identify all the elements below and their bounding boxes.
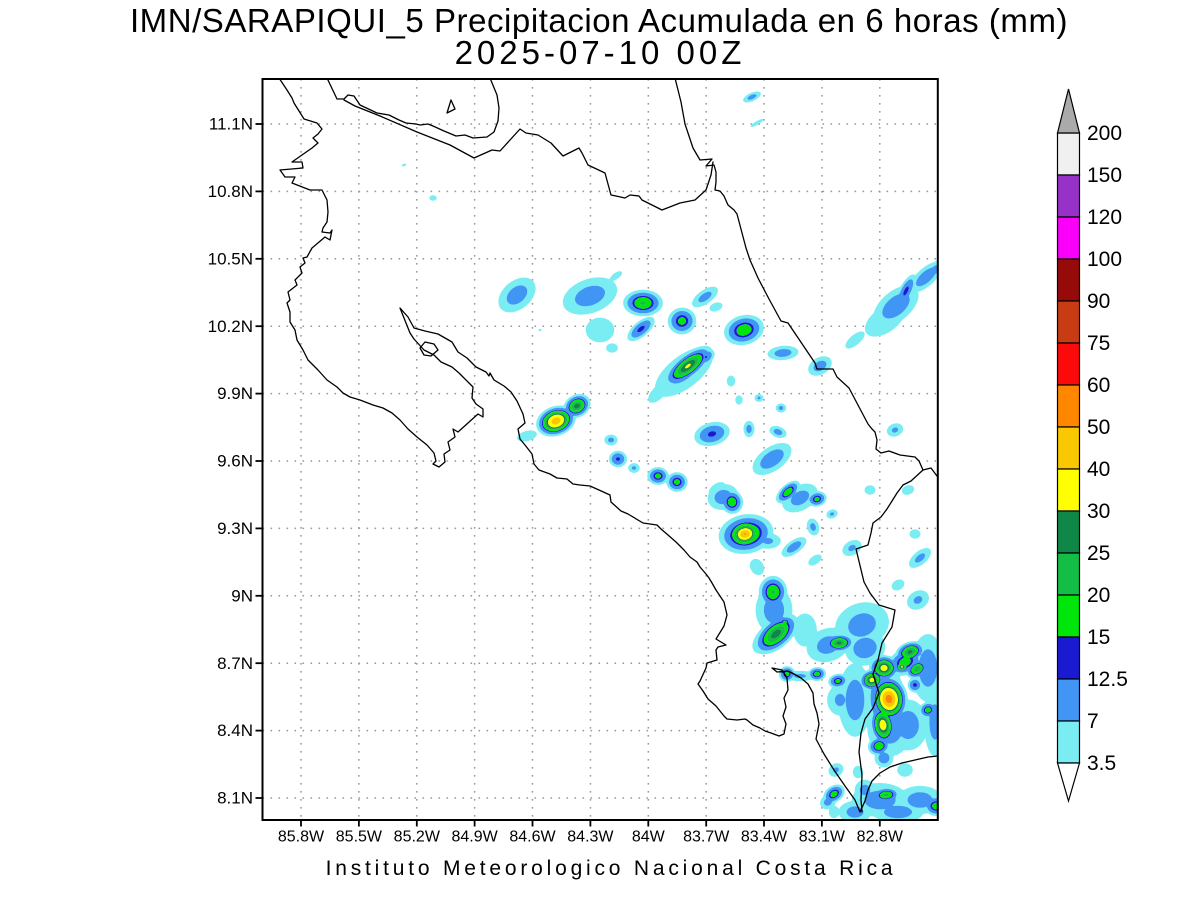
svg-text:84.3W: 84.3W bbox=[567, 829, 614, 846]
svg-text:83.4W: 83.4W bbox=[741, 829, 788, 846]
svg-text:83.1W: 83.1W bbox=[799, 829, 846, 846]
svg-text:8.1N: 8.1N bbox=[217, 789, 253, 808]
svg-text:90: 90 bbox=[1087, 290, 1110, 313]
svg-text:9.6N: 9.6N bbox=[217, 452, 253, 471]
svg-text:10.5N: 10.5N bbox=[208, 249, 253, 268]
svg-text:8.7N: 8.7N bbox=[217, 654, 253, 673]
svg-text:82.8W: 82.8W bbox=[857, 829, 904, 846]
svg-text:84.9W: 84.9W bbox=[451, 829, 498, 846]
svg-text:83.7W: 83.7W bbox=[683, 829, 730, 846]
svg-text:150: 150 bbox=[1087, 164, 1122, 187]
svg-text:IMN/SARAPIQUI_5 Precipitacion: IMN/SARAPIQUI_5 Precipitacion Acumulada … bbox=[130, 2, 1068, 39]
svg-text:10.8N: 10.8N bbox=[208, 182, 253, 201]
svg-text:9.3N: 9.3N bbox=[217, 519, 253, 538]
svg-text:25: 25 bbox=[1087, 542, 1110, 565]
svg-text:85.8W: 85.8W bbox=[278, 829, 325, 846]
svg-text:Instituto Meteorologico Nacion: Instituto Meteorologico Nacional Costa R… bbox=[326, 857, 897, 880]
svg-text:9.9N: 9.9N bbox=[217, 384, 253, 403]
svg-text:10.2N: 10.2N bbox=[208, 317, 253, 336]
svg-text:8.4N: 8.4N bbox=[217, 721, 253, 740]
svg-text:2025-07-10 00Z: 2025-07-10 00Z bbox=[455, 34, 746, 71]
svg-text:84W: 84W bbox=[632, 829, 666, 846]
svg-text:11.1N: 11.1N bbox=[209, 115, 253, 134]
svg-text:12.5: 12.5 bbox=[1087, 668, 1128, 691]
svg-text:60: 60 bbox=[1087, 374, 1110, 397]
svg-text:85.2W: 85.2W bbox=[394, 829, 441, 846]
svg-text:15: 15 bbox=[1087, 626, 1110, 649]
svg-text:50: 50 bbox=[1087, 416, 1110, 439]
svg-text:9N: 9N bbox=[231, 586, 253, 605]
svg-text:100: 100 bbox=[1087, 248, 1122, 271]
svg-text:85.5W: 85.5W bbox=[336, 829, 383, 846]
svg-text:20: 20 bbox=[1087, 584, 1110, 607]
svg-text:40: 40 bbox=[1087, 458, 1110, 481]
svg-text:84.6W: 84.6W bbox=[509, 829, 556, 846]
svg-text:7: 7 bbox=[1087, 710, 1099, 733]
svg-text:30: 30 bbox=[1087, 500, 1110, 523]
svg-text:120: 120 bbox=[1087, 206, 1122, 229]
svg-text:75: 75 bbox=[1087, 332, 1110, 355]
svg-text:3.5: 3.5 bbox=[1087, 752, 1116, 775]
svg-text:200: 200 bbox=[1087, 122, 1122, 145]
